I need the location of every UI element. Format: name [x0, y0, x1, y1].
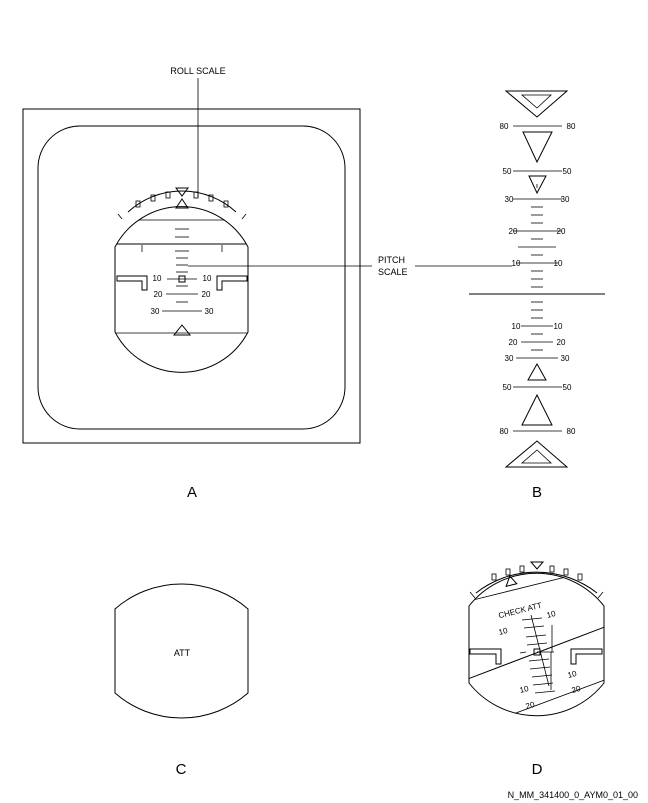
panel-label-a: A: [187, 484, 197, 501]
panel-a-display: 10 10 20 20 30 30: [22, 78, 372, 444]
panel-b-pitch-scale: 80 80 50 50 30 30 20 20 10 10 10 10 20 2…: [469, 90, 605, 468]
pitch-label: 20: [509, 227, 518, 236]
panel-label-b: B: [532, 484, 542, 501]
pitch-label: 20: [557, 338, 566, 347]
horizon-line-d: [469, 624, 604, 681]
pitch-label: 50: [503, 167, 512, 176]
aircraft-symbol-center: [178, 275, 186, 283]
pitch-label: 50: [563, 167, 572, 176]
panel-label-d: D: [532, 761, 543, 778]
aircraft-symbol-right-wing: [216, 275, 248, 291]
aircraft-symbol-left-wing: [116, 275, 148, 291]
pitch-label: 20: [509, 338, 518, 347]
roll-scale-arc-d: [475, 571, 598, 594]
pitch-chevron-down-icon: [528, 175, 547, 195]
pitch-label: 20: [571, 684, 582, 695]
aircraft-symbol-right-wing: [570, 648, 603, 665]
pitch-label: 30: [505, 195, 514, 204]
figure-code: N_MM_341400_0_AYM0_01_00: [508, 790, 638, 800]
roll-index-pointer-icon: [175, 187, 189, 197]
pitch-label: 80: [500, 122, 509, 131]
display-bezel-outer: [22, 108, 361, 444]
pitch-label: 30: [205, 307, 214, 316]
pitch-label: 20: [557, 227, 566, 236]
pitch-chevron-down-icon: [522, 131, 553, 164]
att-flag: ATT: [174, 648, 191, 658]
pitch-label: 10: [554, 259, 563, 268]
pitch-label: 10: [512, 259, 521, 268]
pitch-label: 10: [546, 609, 557, 620]
pitch-label: 10: [567, 669, 578, 680]
pitch-label: 80: [567, 427, 576, 436]
pitch-limit-chevron-up-icon: [504, 440, 569, 468]
pitch-scale-callout-line2: SCALE: [378, 267, 408, 277]
pitch-label: 10: [554, 322, 563, 331]
pitch-chevron-up-icon: [527, 362, 547, 381]
pitch-label: 30: [561, 195, 570, 204]
pitch-label: 80: [567, 122, 576, 131]
panel-d-check-att: CHECK ATT 10 10 10 10 20 20: [468, 561, 605, 717]
pitch-label: 10: [203, 274, 212, 283]
roll-index-pointer-icon: [529, 561, 545, 570]
aircraft-symbol-left-wing: [469, 648, 502, 665]
pitch-label: 10: [153, 274, 162, 283]
pitch-label: 10: [512, 322, 521, 331]
roll-scale-arc: [127, 190, 237, 213]
pitch-label: 20: [525, 700, 536, 711]
pitch-label: 20: [202, 290, 211, 299]
display-screen: [37, 125, 346, 430]
adi-sphere-outline: [468, 572, 605, 717]
panel-label-c: C: [176, 761, 187, 778]
pitch-label: 30: [151, 307, 160, 316]
aircraft-symbol-center: [533, 648, 541, 656]
pitch-label: 20: [154, 290, 163, 299]
pitch-label: 30: [505, 354, 514, 363]
pitch-scale-a: 10 10 20 20 30 30: [141, 228, 223, 316]
pitch-label: 50: [503, 383, 512, 392]
pitch-label: 30: [561, 354, 570, 363]
pitch-label: 10: [519, 684, 530, 695]
roll-pointer-icon: [175, 198, 189, 209]
roll-pointer-icon: [505, 575, 518, 588]
adi-sphere-outline: [114, 206, 249, 373]
pitch-scale-callout-line1: PITCH: [378, 255, 405, 265]
pitch-label: 50: [563, 383, 572, 392]
adi-sphere-outline-failed: [114, 583, 249, 719]
slip-indicator-icon: [172, 324, 192, 336]
panel-c-att-flag: ATT: [114, 583, 249, 719]
pitch-chevron-up-icon: [521, 393, 553, 426]
pitch-label: 10: [498, 626, 509, 637]
pitch-limit-chevron-down-icon: [504, 90, 569, 118]
pitch-label: 80: [500, 427, 509, 436]
roll-scale-callout: ROLL SCALE: [170, 66, 225, 76]
check-att-flag: CHECK ATT: [498, 601, 543, 620]
